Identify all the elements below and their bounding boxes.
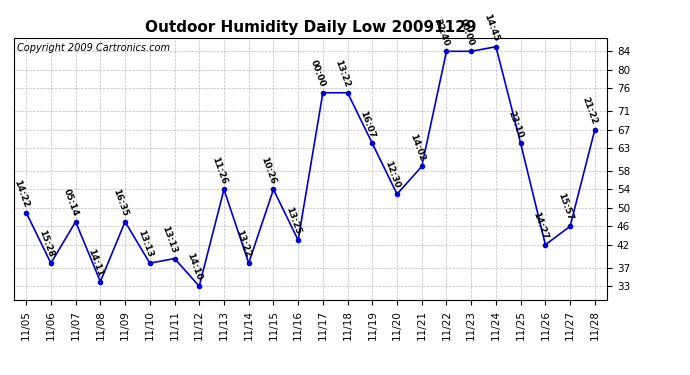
Text: 14:45: 14:45 [482,12,500,42]
Text: 10:26: 10:26 [259,156,277,185]
Text: 00:00: 00:00 [309,59,327,88]
Text: 15:57: 15:57 [556,192,574,222]
Text: 00:00: 00:00 [457,18,475,47]
Text: 22:40: 22:40 [433,17,451,47]
Text: 13:25: 13:25 [284,206,302,236]
Text: 16:07: 16:07 [358,109,377,139]
Text: Copyright 2009 Cartronics.com: Copyright 2009 Cartronics.com [17,43,170,53]
Text: 13:13: 13:13 [136,229,154,259]
Text: 14:27: 14:27 [531,210,549,241]
Text: 14:22: 14:22 [12,178,30,209]
Text: 16:35: 16:35 [111,188,129,218]
Text: 21:22: 21:22 [581,96,599,126]
Text: 13:13: 13:13 [161,224,179,254]
Text: 14:10: 14:10 [185,252,204,282]
Text: 11:26: 11:26 [210,155,228,185]
Text: 12:30: 12:30 [383,160,401,190]
Text: 13:22: 13:22 [333,58,352,88]
Text: 23:10: 23:10 [506,110,525,139]
Text: 05:14: 05:14 [61,188,80,218]
Text: 14:02: 14:02 [408,132,426,162]
Text: 15:28: 15:28 [37,229,55,259]
Text: 13:22: 13:22 [235,229,253,259]
Text: 14:11: 14:11 [86,248,104,278]
Title: Outdoor Humidity Daily Low 20091129: Outdoor Humidity Daily Low 20091129 [145,20,476,35]
